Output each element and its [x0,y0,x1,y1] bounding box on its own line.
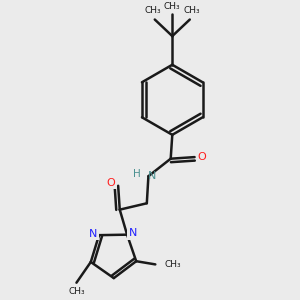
Text: H: H [133,169,140,179]
Text: CH₃: CH₃ [145,6,161,15]
Text: O: O [197,152,206,162]
Text: O: O [197,152,206,162]
Text: N: N [129,228,137,238]
Text: CH₃: CH₃ [164,2,181,11]
Text: CH₃: CH₃ [183,6,200,15]
Text: CH₃: CH₃ [164,260,181,269]
Text: O: O [107,178,116,188]
Text: O: O [107,178,116,188]
Text: CH₃: CH₃ [68,287,85,296]
Text: N: N [129,228,137,238]
Text: N: N [89,229,98,238]
Text: N: N [147,171,156,181]
Text: N: N [89,229,98,238]
